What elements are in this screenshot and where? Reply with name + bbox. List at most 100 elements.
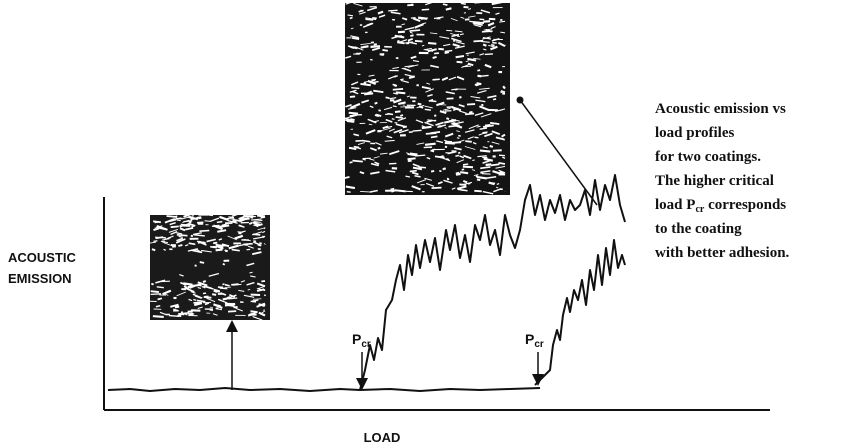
leader-dot bbox=[517, 97, 524, 104]
texture bbox=[217, 222, 222, 223]
texture bbox=[196, 284, 202, 285]
texture bbox=[396, 92, 406, 93]
texture bbox=[497, 184, 499, 185]
texture bbox=[432, 149, 435, 150]
texture bbox=[406, 176, 410, 177]
texture bbox=[463, 164, 468, 165]
texture bbox=[350, 116, 354, 117]
texture bbox=[237, 232, 243, 233]
texture bbox=[410, 35, 413, 36]
texture bbox=[422, 9, 429, 10]
texture bbox=[457, 138, 459, 139]
caption-line: load Pcr corresponds bbox=[655, 197, 786, 215]
texture bbox=[200, 262, 204, 263]
texture bbox=[445, 147, 447, 148]
texture bbox=[397, 41, 399, 42]
texture bbox=[419, 106, 423, 107]
texture bbox=[408, 158, 416, 159]
texture bbox=[395, 111, 400, 112]
texture bbox=[231, 284, 238, 285]
pcr-main: P bbox=[525, 331, 534, 347]
texture bbox=[474, 137, 478, 138]
texture bbox=[406, 107, 411, 108]
texture bbox=[360, 191, 369, 192]
texture bbox=[263, 289, 265, 290]
texture bbox=[477, 70, 480, 71]
y-axis-label: ACOUSTIC bbox=[8, 250, 77, 265]
texture bbox=[375, 103, 378, 104]
texture bbox=[434, 53, 439, 54]
texture bbox=[388, 10, 397, 11]
texture bbox=[394, 85, 396, 86]
caption-line: with better adhesion. bbox=[655, 245, 790, 261]
texture bbox=[177, 235, 188, 236]
texture bbox=[223, 298, 230, 300]
texture bbox=[351, 47, 357, 48]
texture bbox=[168, 237, 171, 238]
texture bbox=[446, 118, 449, 119]
caption-part: corresponds bbox=[704, 197, 786, 213]
texture bbox=[409, 30, 420, 31]
texture bbox=[459, 97, 461, 98]
texture bbox=[348, 15, 353, 16]
texture bbox=[475, 85, 477, 86]
texture bbox=[457, 62, 463, 63]
texture bbox=[477, 180, 480, 181]
texture bbox=[158, 298, 162, 299]
texture bbox=[157, 287, 164, 288]
texture bbox=[250, 311, 257, 312]
texture bbox=[474, 191, 481, 192]
emission-trace-2 bbox=[535, 240, 625, 385]
texture bbox=[378, 110, 380, 111]
texture bbox=[199, 230, 209, 231]
texture bbox=[473, 41, 483, 42]
texture bbox=[491, 164, 500, 165]
texture bbox=[264, 228, 265, 229]
texture bbox=[392, 119, 395, 120]
pcr-main: P bbox=[352, 331, 361, 347]
texture bbox=[486, 164, 492, 165]
texture bbox=[193, 300, 196, 301]
caption-line: load profiles bbox=[655, 125, 734, 141]
texture bbox=[469, 21, 479, 22]
y-axis-label: EMISSION bbox=[8, 271, 72, 286]
texture bbox=[397, 42, 404, 43]
texture bbox=[378, 148, 381, 149]
texture bbox=[456, 56, 464, 57]
texture bbox=[477, 177, 487, 178]
pcr-sub: cr bbox=[361, 339, 371, 350]
texture bbox=[352, 161, 362, 162]
texture bbox=[453, 123, 456, 124]
texture bbox=[434, 115, 436, 116]
texture bbox=[178, 245, 182, 246]
texture bbox=[253, 234, 260, 235]
texture bbox=[445, 51, 452, 52]
texture bbox=[349, 113, 358, 114]
texture bbox=[425, 109, 431, 110]
caption-line: to the coating bbox=[655, 221, 742, 237]
texture bbox=[493, 99, 496, 100]
texture bbox=[151, 291, 159, 292]
texture bbox=[472, 160, 474, 161]
texture bbox=[153, 241, 157, 242]
texture bbox=[387, 114, 393, 115]
texture bbox=[491, 45, 494, 46]
texture bbox=[453, 40, 455, 41]
texture bbox=[175, 307, 179, 308]
texture bbox=[156, 306, 160, 307]
texture bbox=[447, 179, 449, 180]
caption-line: Acoustic emission vs bbox=[655, 101, 786, 117]
texture bbox=[210, 247, 217, 248]
texture bbox=[460, 172, 468, 173]
micrographs bbox=[150, 2, 510, 320]
texture bbox=[432, 188, 442, 189]
texture bbox=[364, 83, 366, 84]
texture bbox=[431, 171, 434, 172]
texture bbox=[480, 151, 490, 152]
texture bbox=[465, 114, 474, 115]
texture bbox=[445, 52, 449, 53]
texture bbox=[433, 57, 437, 58]
texture bbox=[410, 171, 417, 172]
texture bbox=[243, 244, 252, 245]
texture bbox=[382, 50, 387, 51]
